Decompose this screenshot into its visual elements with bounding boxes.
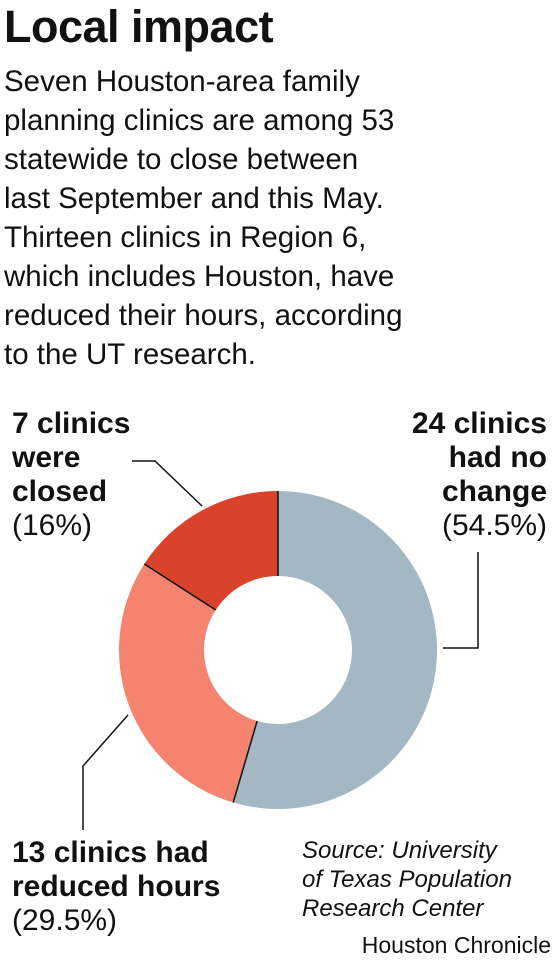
slice-label-line: change xyxy=(441,475,547,508)
slice-percent-label: (29.5%) xyxy=(12,904,118,937)
slice-percent-label: (54.5%) xyxy=(441,509,547,542)
intro-line: planning clinics are among 53 xyxy=(4,104,395,137)
leader-line-reduced xyxy=(82,714,129,830)
slice-label-line: were xyxy=(12,441,81,474)
intro-line: Thirteen clinics in Region 6, xyxy=(4,221,367,254)
slice-label-line: had no xyxy=(448,441,547,474)
source-line: Source: University xyxy=(302,837,497,864)
slice-divider xyxy=(143,563,217,611)
intro-line: to the UT research. xyxy=(4,338,256,371)
slice-label-closed: 7 clinics were closed (16%) xyxy=(12,407,130,543)
intro-line: reduced their hours, according xyxy=(4,299,403,332)
slice-label-line: reduced hours xyxy=(12,870,221,903)
slice-percent-label: (16%) xyxy=(12,509,93,542)
slice-label-line: 13 clinics had xyxy=(12,836,209,869)
intro-line: statewide to close between xyxy=(4,143,359,176)
donut-slice-no-change xyxy=(233,491,438,809)
intro-line: last September and this May. xyxy=(4,182,384,215)
leader-line-closed xyxy=(132,460,203,507)
publisher-credit: Houston Chronicle xyxy=(361,932,551,958)
slice-label-line: 7 clinics xyxy=(12,407,131,440)
slice-label-line: 24 clinics xyxy=(411,407,547,440)
donut-slice-closed xyxy=(144,491,278,610)
slice-label-reduced: 13 clinics had reduced hours (29.5%) xyxy=(12,836,220,938)
slice-label-line: closed xyxy=(12,475,108,508)
source-note: Source: University of Texas Population R… xyxy=(302,836,547,923)
slice-label-no-change: 24 clinics had no change (54.5%) xyxy=(412,407,547,543)
intro-text: Seven Houston-area family planning clini… xyxy=(4,62,556,374)
intro-line: which includes Houston, have xyxy=(4,260,395,293)
source-line: of Texas Population xyxy=(302,866,512,893)
source-line: Research Center xyxy=(302,895,484,922)
leader-line-no-change xyxy=(443,552,479,649)
intro-line: Seven Houston-area family xyxy=(4,65,360,98)
slice-divider xyxy=(232,720,258,803)
donut-slice-reduced xyxy=(118,564,258,803)
chart-title: Local impact xyxy=(4,1,274,52)
